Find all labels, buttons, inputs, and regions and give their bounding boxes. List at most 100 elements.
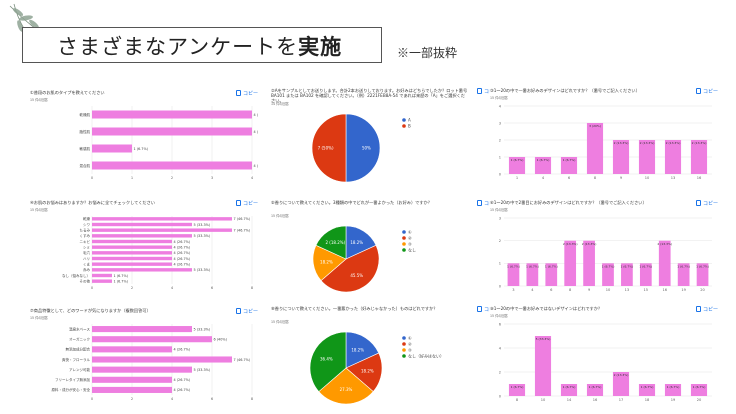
copy-button[interactable]: コピー [695,306,718,313]
category-label: 敏感肌 [80,146,91,151]
category-label: ニキビ [80,239,91,244]
legend-marker [402,336,406,340]
x-tick-label: 6 [568,176,571,180]
data-label: 1 (6.7%) [511,385,524,389]
legend-label: ③ [408,348,412,353]
x-tick-label: 2 [131,397,133,401]
chart-panel-skin-type: ①普段のお肌のタイプを教えてください 15 件の回答 コピー 0 1 2 3 4 乾燥肌 4 (2… [30,90,258,182]
copy-button[interactable]: コピー [235,200,258,207]
bar [507,263,520,286]
data-label: 5 (33.3%) [194,368,211,372]
data-label: 1 (6.7%) [641,385,654,389]
pie-slice [345,113,381,183]
copy-icon [695,200,701,206]
copy-label: コピー [242,91,258,97]
data-label: 1 (6.7%) [602,265,615,269]
x-tick-label: 4 [171,397,174,401]
category-label: シワ [83,222,90,227]
bar [92,217,232,221]
response-count: 15 件の回答 [30,208,48,212]
question-text: ①普段のお肌のタイプを教えてください [30,90,105,95]
x-tick-label: 2 [171,176,173,180]
copy-label: コピー [242,201,258,207]
legend-marker [402,342,406,346]
x-tick-label: 4 [171,286,174,290]
copy-button[interactable]: コピー [235,90,258,97]
response-count: 15 件の回答 [490,314,508,318]
copy-button[interactable]: コピー [235,308,258,315]
data-label: 2 (13.3%) [666,141,681,145]
data-label: 2 (13.3%) [563,242,578,246]
bar [545,263,558,286]
data-label: 1 (6.7%) [526,265,539,269]
y-tick-label: 2 [499,370,501,374]
data-label: 4 (26.7%) [174,262,191,266]
bar [534,157,552,174]
data-label: 5 (33.3%) [194,223,211,227]
bar [92,251,172,255]
data-label: 3 (20%) [589,124,601,128]
bar [508,157,526,174]
x-tick-label: 6 [211,286,214,290]
slice-label: 18.2% [350,240,363,245]
x-tick-label: 13 [671,176,676,180]
data-label: 4 (26.7%) [174,245,191,249]
category-label: なし（悩みなし） [62,273,90,278]
chart-panel-worst-scent: ⑧香りについて教えてください。一番悪かった（好みじゃなかった）ものはどれですか？… [271,306,499,406]
bar [92,110,252,119]
x-tick-label: 4 [542,176,545,180]
data-label: 4 (26.7%) [254,164,259,168]
data-label: 1 (6.7%) [639,265,652,269]
x-tick-label: 1 [516,176,518,180]
copy-button[interactable]: コピー [695,200,718,207]
data-label: 2 (13.3%) [614,141,629,145]
data-label: 4 (26.7%) [174,240,191,244]
chart-panel-features: ⑦商品特徴として、どのワードが気になりますか（複数回答可） 15 件の回答 コピー 0… [30,308,258,403]
x-tick-label: 0 [91,397,94,401]
legend-marker [402,236,406,240]
bar [638,140,656,174]
bar [639,263,652,286]
slice-label: 18.2% [361,369,374,374]
y-tick-label: 3 [499,216,501,220]
copy-button[interactable]: コピー [695,88,718,95]
category-label: シミ [83,245,90,249]
x-tick-label: 8 [516,398,519,402]
x-tick-label: 2 [131,286,133,290]
bar [534,336,552,396]
category-label: 原料・成分が安心・安全 [52,387,91,392]
data-label: 1 (6.7%) [696,265,709,269]
chart-panel-second-design: ⑥1〜20の中で2番目にお好みのデザインはどれですか？（番号でご記入ください） 1… [490,200,718,294]
x-tick-label: 0 [91,176,94,180]
chart-panel-least-favorite-design: ⑨1〜20の中で一番お好みではないデザインはどれですか？ 15 件の回答 コピー 0 2… [490,306,718,404]
x-tick-label: 15 [644,288,649,292]
bar [526,263,539,286]
legend-label: B [408,124,411,129]
bar [92,262,172,266]
legend-label: ② [408,342,412,347]
bar [696,263,709,286]
data-label: 1 (6.7%) [589,385,602,389]
y-tick-label: 6 [499,322,502,326]
pie-slice [345,352,383,392]
data-label: 4 (26.7%) [254,113,259,117]
data-label: 4 (26.7%) [174,388,191,392]
bar [508,384,526,396]
x-tick-label: 16 [662,288,667,292]
data-label: 1 (6.7%) [537,158,550,162]
x-tick-label: 10 [541,398,546,402]
question-text: ⑨1〜20の中で一番お好みではないデザインはどれですか？ [490,306,603,311]
question-text: ⑥1〜20の中で2番目にお好みのデザインはどれですか？（番号でご記入ください） [490,200,647,205]
data-label: 1 (6.7%) [693,385,706,389]
bar [621,263,633,286]
y-tick-label: 0 [499,394,502,398]
x-tick-label: 4 [251,176,254,180]
data-label: 2 (13.3%) [657,242,672,246]
chart-panel-favorite-design: ③1〜20の中で一番お好みのデザインはどれですか？（番号でご記入ください） 15 … [490,88,718,182]
bar [92,268,192,272]
x-tick-label: 9 [620,176,623,180]
chart-svg: 0 1 2 3 4 乾燥肌 4 (26.7%) 脂性肌 4 (26.7%) 敏感肌 1 (6.7%)… [80,106,259,180]
data-label: 2 (13.3%) [582,242,597,246]
response-count: 15 件の回答 [30,316,48,320]
